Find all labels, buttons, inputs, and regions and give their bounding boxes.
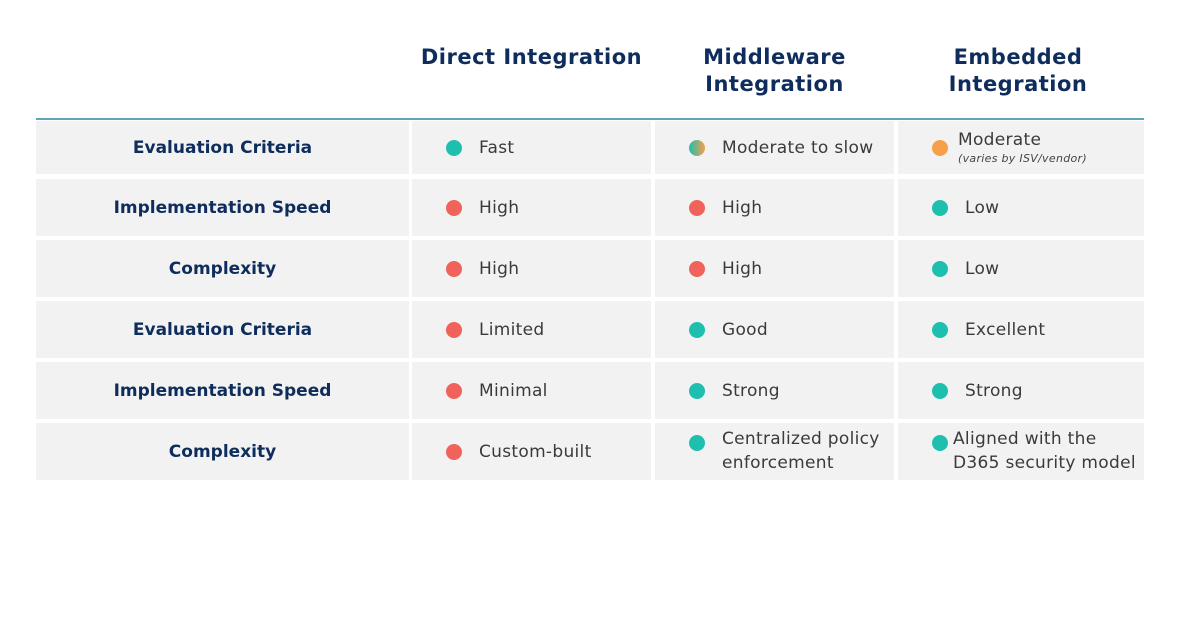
row-label: Implementation Speed <box>36 362 409 419</box>
table-cell: High <box>412 179 651 236</box>
status-dot-icon <box>932 321 948 338</box>
table-cell: High <box>412 240 651 297</box>
cell-text: Good <box>722 319 768 340</box>
table-cell: Minimal <box>412 362 651 419</box>
status-dot-icon <box>689 435 705 451</box>
table-cell: Low <box>898 179 1144 236</box>
table-cell: Custom-built <box>412 423 651 480</box>
status-dot-icon <box>932 382 948 399</box>
cell-text: High <box>722 197 763 218</box>
status-dot-icon <box>689 260 705 277</box>
status-dot-icon <box>932 435 948 451</box>
cell-text: Excellent <box>965 319 1046 340</box>
cell-text: Moderate <box>958 130 1042 150</box>
table-cell: Centralized policy enforcement <box>655 423 894 480</box>
table-cell: High <box>655 240 894 297</box>
row-label: Complexity <box>36 423 409 480</box>
status-dot-icon <box>932 199 948 216</box>
cell-text: Strong <box>965 380 1023 401</box>
cell-text: Minimal <box>479 380 548 401</box>
header-divider <box>36 118 1144 120</box>
status-dot-icon <box>689 139 705 156</box>
status-dot-icon <box>446 321 462 338</box>
column-header: Direct Integration <box>420 45 643 69</box>
row-label: Complexity <box>36 240 409 297</box>
row-label: Evaluation Criteria <box>36 301 409 358</box>
status-dot-icon <box>446 260 462 277</box>
status-dot-icon <box>689 321 705 338</box>
cell-text: Limited <box>479 319 545 340</box>
table-cell: Moderate to slow <box>655 121 894 174</box>
table-cell: High <box>655 179 894 236</box>
status-dot-icon <box>446 139 462 156</box>
status-dot-icon <box>446 382 462 399</box>
table-cell: Strong <box>655 362 894 419</box>
cell-text: High <box>479 197 520 218</box>
status-dot-icon <box>932 140 948 156</box>
table-cell: Low <box>898 240 1144 297</box>
table-cell: Fast <box>412 121 651 174</box>
status-dot-icon <box>689 382 705 399</box>
cell-text: Low <box>965 258 1000 279</box>
table-cell: Limited <box>412 301 651 358</box>
cell-text: Fast <box>479 137 515 158</box>
cell-text: High <box>722 258 763 279</box>
table-cell: Aligned with the D365 security model <box>898 423 1144 480</box>
status-dot-icon <box>446 199 462 216</box>
status-dot-icon <box>932 260 948 277</box>
table-cell: Good <box>655 301 894 358</box>
row-label: Implementation Speed <box>36 179 409 236</box>
cell-text: Custom-built <box>479 441 592 462</box>
cell-text: Moderate to slow <box>722 137 874 158</box>
column-header: Middleware Integration <box>703 45 846 96</box>
row-label: Evaluation Criteria <box>36 121 409 174</box>
status-dot-icon <box>689 199 705 216</box>
cell-text: Low <box>965 197 1000 218</box>
cell-text: High <box>479 258 520 279</box>
cell-text: Aligned with the D365 security model <box>953 429 1136 473</box>
cell-note: (varies by ISV/vendor) <box>958 152 1087 165</box>
status-dot-icon <box>446 443 462 460</box>
cell-text: Centralized policy enforcement <box>722 429 880 473</box>
table-cell: Moderate (varies by ISV/vendor) <box>898 121 1144 174</box>
table-cell: Excellent <box>898 301 1144 358</box>
table-cell: Strong <box>898 362 1144 419</box>
column-header: Embedded Integration <box>948 45 1088 96</box>
cell-text: Strong <box>722 380 780 401</box>
